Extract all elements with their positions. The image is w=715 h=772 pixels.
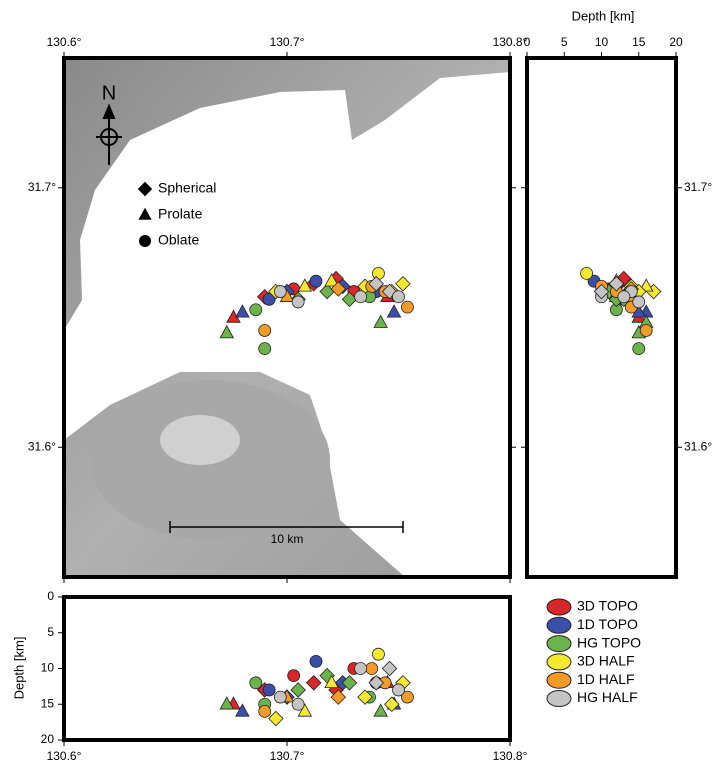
event-section (269, 711, 283, 725)
event-depth (618, 291, 630, 303)
event-section (259, 705, 271, 717)
shape-legend-label: Oblate (158, 232, 199, 248)
shape-legend-label: Prolate (158, 206, 203, 222)
legend-label: HG TOPO (577, 634, 641, 650)
shape-legend-label: Spherical (158, 180, 216, 196)
legend-label: 1D HALF (577, 671, 635, 687)
event-map (250, 304, 262, 316)
y-tick-label: 31.6° (684, 439, 712, 453)
section-panel-frame (64, 597, 510, 740)
event-map (292, 296, 304, 308)
event-map (401, 301, 413, 313)
event-depth (633, 343, 645, 355)
depth-tick-label: 10 (595, 35, 609, 49)
legend-label: 3D TOPO (577, 598, 638, 614)
event-section (292, 698, 304, 710)
legend-swatch (547, 672, 571, 688)
depth-tick-label: 20 (669, 35, 683, 49)
x-tick-label: 130.8° (493, 749, 528, 763)
event-depth (633, 296, 645, 308)
depth-tick-label: 5 (561, 35, 568, 49)
event-depth (581, 267, 593, 279)
depth-tick-label: 15 (41, 696, 55, 710)
event-section (372, 648, 384, 660)
legend-swatch (547, 654, 571, 670)
x-tick-label: 130.6° (47, 35, 82, 49)
figure: N 10 km Depth [km] Depth [km] 130.6° 130.… (0, 0, 715, 767)
event-section (355, 663, 367, 675)
relief-map (64, 58, 510, 577)
depth-tick-label: 5 (47, 625, 54, 639)
event-map (274, 286, 286, 298)
event-section (382, 661, 396, 675)
legend-swatch (547, 636, 571, 652)
north-label: N (102, 82, 116, 104)
depth-tick-label: 0 (524, 35, 531, 49)
legend-swatch (547, 617, 571, 633)
x-tick-label: 130.7° (270, 749, 305, 763)
depth-panel-frame (527, 58, 676, 577)
shape-legend-symbol (139, 235, 151, 247)
depth-axis-label: Depth [km] (11, 637, 26, 700)
legend-swatch (547, 599, 571, 615)
depth-tick-label: 15 (632, 35, 646, 49)
x-tick-label: 130.6° (47, 749, 82, 763)
event-map (393, 291, 405, 303)
legend-label: 1D TOPO (577, 616, 638, 632)
event-map (259, 343, 271, 355)
event-map (355, 291, 367, 303)
event-map (259, 324, 271, 336)
y-tick-label: 31.7° (28, 180, 56, 194)
y-tick-label: 31.7° (684, 180, 712, 194)
legend-label: 3D HALF (577, 653, 635, 669)
legend-swatch (547, 691, 571, 707)
x-tick-label: 130.7° (270, 35, 305, 49)
event-section (393, 684, 405, 696)
event-section (310, 655, 322, 667)
depth-tick-label: 10 (41, 661, 55, 675)
event-map (372, 267, 384, 279)
event-section (291, 683, 305, 697)
event-section (366, 663, 378, 675)
x-tick-label: 130.8° (493, 35, 528, 49)
event-depth (640, 324, 652, 336)
event-section (307, 676, 321, 690)
event-section (288, 670, 300, 682)
event-section (374, 704, 387, 716)
y-tick-label: 31.6° (28, 439, 56, 453)
event-section (250, 677, 262, 689)
legend-label: HG HALF (577, 689, 638, 705)
depth-tick-label: 20 (41, 732, 55, 746)
event-map (310, 275, 322, 287)
depth-axis-label: Depth [km] (572, 8, 635, 23)
event-section (263, 684, 275, 696)
depth-tick-label: 0 (47, 589, 54, 603)
event-section (274, 691, 286, 703)
scale-label: 10 km (271, 532, 304, 546)
